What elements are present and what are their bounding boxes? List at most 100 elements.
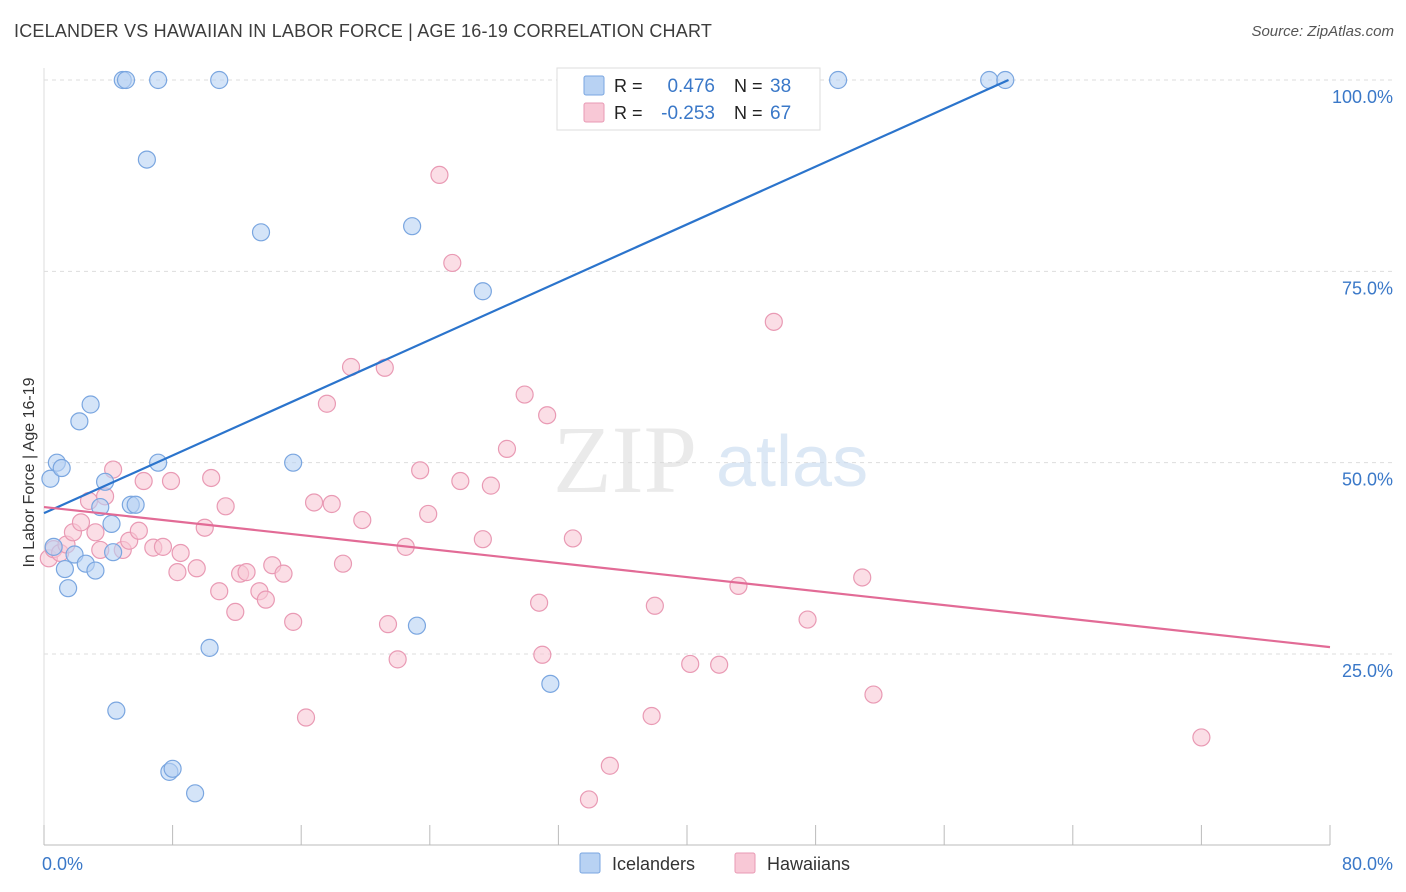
source-label: Source: ZipAtlas.com	[1251, 23, 1394, 40]
y-tick-label: 100.0%	[1332, 87, 1393, 107]
hawaiians-point	[216, 497, 235, 516]
icelanders-stat-swatch	[583, 75, 605, 96]
hawaiians-point	[304, 493, 324, 512]
y-tick-label: 25.0%	[1342, 661, 1393, 681]
hawaiians-point	[600, 756, 619, 775]
hawaiians-point	[71, 513, 91, 532]
icelanders-n-value: 38	[770, 76, 791, 97]
icelanders-point	[149, 70, 168, 90]
hawaiians-stat-swatch	[583, 102, 605, 123]
hawaiians-point	[378, 615, 398, 634]
icelanders-point	[91, 497, 110, 517]
hawaiians-point	[129, 521, 148, 540]
hawaiians-point	[153, 537, 173, 556]
hawaiians-point	[642, 706, 661, 726]
icelanders-point	[86, 561, 105, 580]
icelanders-point	[52, 458, 71, 478]
icelanders-point	[186, 784, 205, 803]
icelanders-point	[284, 453, 303, 472]
hawaiians-trend-line	[43, 505, 1331, 649]
hawaiians-point	[798, 610, 817, 629]
icelanders-point	[44, 537, 63, 556]
hawaiians-point	[853, 568, 872, 587]
hawaiians-point	[430, 165, 449, 185]
watermark-zip: ZIP	[553, 406, 697, 513]
grid	[44, 79, 1392, 655]
hawaiians-point	[473, 530, 492, 549]
hawaiians-point	[296, 708, 316, 727]
y-axis-title: In Labor Force | Age 16-19	[21, 377, 38, 567]
y-tick-label: 75.0%	[1342, 278, 1393, 298]
hawaiians-point	[729, 576, 748, 595]
icelanders-point	[210, 70, 229, 90]
hawaiians-r-label: R =	[614, 103, 643, 123]
hawaiians-point	[497, 439, 517, 458]
hawaiians-point	[187, 559, 206, 578]
hawaiians-point	[333, 554, 353, 573]
legend-swatch-hawaiians	[734, 852, 756, 874]
hawaiians-point	[202, 468, 221, 488]
hawaiians-n-value: 67	[770, 103, 791, 124]
hawaiians-point	[1192, 728, 1211, 747]
hawaiians-point	[195, 518, 214, 537]
icelanders-point	[403, 217, 422, 236]
hawaiians-point	[681, 654, 700, 674]
icelanders-point	[541, 674, 560, 693]
hawaiians-point	[764, 312, 783, 331]
icelanders-point	[102, 514, 121, 533]
hawaiians-point	[443, 253, 462, 273]
x-axis-ticks	[43, 825, 1331, 845]
icelanders-point	[104, 543, 123, 562]
hawaiians-point	[353, 510, 372, 530]
hawaiians-point	[322, 494, 341, 514]
chart-title: ICELANDER VS HAWAIIAN IN LABOR FORCE | A…	[14, 21, 713, 41]
legend-swatch-icelanders	[579, 852, 601, 874]
hawaiians-point	[645, 596, 664, 615]
hawaiians-point	[515, 385, 534, 404]
y-tick-label: 50.0%	[1342, 470, 1393, 490]
icelanders-point	[251, 223, 271, 242]
legend-label-hawaiians: Hawaiians	[767, 854, 850, 874]
hawaiians-point	[86, 523, 105, 542]
hawaiians-point	[411, 461, 430, 480]
hawaiians-n-label: N =	[734, 103, 763, 123]
icelanders-point	[41, 469, 60, 488]
icelanders-point	[55, 559, 74, 579]
icelanders-n-label: N =	[734, 76, 763, 96]
icelanders-point	[163, 759, 182, 778]
icelanders-point	[107, 701, 126, 720]
icelanders-trend-line	[43, 78, 1009, 515]
hawaiians-point	[134, 471, 153, 491]
icelanders-point	[81, 395, 100, 414]
icelanders-r-label: R =	[614, 76, 643, 96]
legend-label-icelanders: Icelanders	[612, 854, 695, 874]
x-tick-label-min: 0.0%	[42, 854, 83, 874]
hawaiians-point	[451, 471, 470, 491]
hawaiians-point	[256, 590, 275, 609]
icelanders-point	[59, 579, 78, 598]
x-tick-label-max: 80.0%	[1342, 854, 1393, 874]
icelanders-point	[116, 70, 136, 90]
hawaiians-point	[563, 529, 582, 548]
icelanders-point	[996, 70, 1015, 90]
hawaiians-point	[481, 476, 500, 495]
icelanders-point	[200, 638, 219, 657]
hawaiians-point	[388, 650, 407, 669]
hawaiians-point	[237, 563, 256, 582]
icelanders-point	[407, 616, 427, 635]
icelanders-point	[137, 150, 156, 169]
legend: Icelanders Hawaiians	[579, 852, 850, 874]
hawaiians-point	[864, 685, 883, 704]
hawaiians-point	[579, 790, 599, 809]
y-axis-labels: 25.0% 50.0% 75.0% 100.0%	[1332, 87, 1393, 681]
hawaiians-point	[274, 564, 293, 583]
hawaiians-point	[226, 602, 245, 622]
hawaiians-point	[161, 471, 181, 491]
hawaiians-point	[530, 593, 549, 612]
hawaiians-points	[39, 165, 1211, 809]
watermark-atlas: atlas	[716, 422, 868, 502]
icelanders-point	[126, 495, 145, 514]
hawaiians-r-value: -0.253	[661, 103, 715, 124]
hawaiians-point	[533, 645, 552, 664]
